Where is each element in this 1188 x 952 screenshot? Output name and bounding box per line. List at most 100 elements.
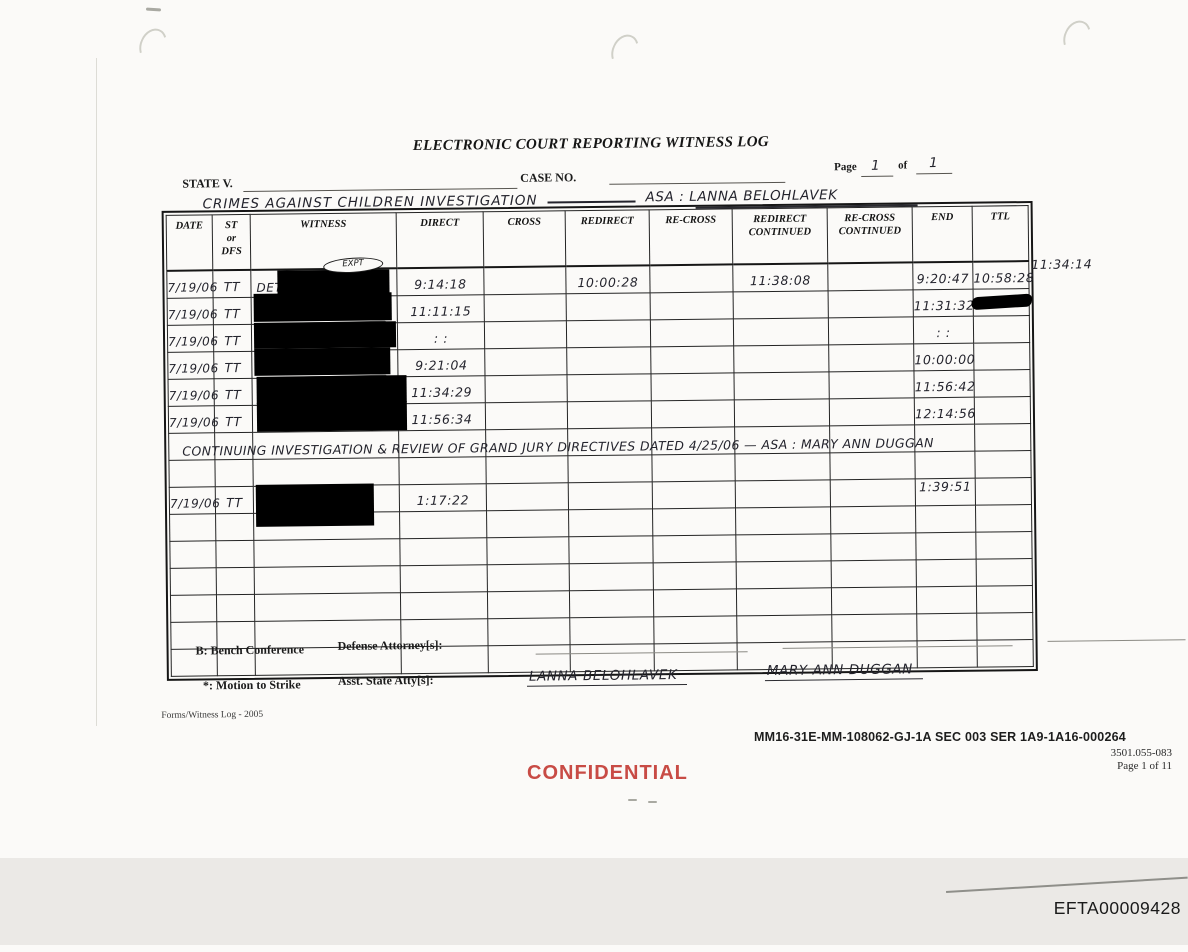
handwritten-time: 10:58:28	[973, 269, 1035, 286]
log-cell-recross_cont	[828, 316, 914, 345]
log-cell-recross_cont	[831, 613, 918, 642]
log-cell-direct	[399, 510, 487, 539]
handwritten-time: 12:14:56	[914, 405, 976, 422]
log-cell-st: TT	[214, 405, 253, 433]
log-cell-recross_cont	[829, 451, 916, 480]
page-label: Page	[834, 161, 857, 174]
log-cell-st: TT	[215, 486, 254, 514]
confidential-stamp: CONFIDENTIAL	[527, 762, 688, 784]
log-cell-date: 7/19/06	[166, 270, 218, 299]
log-cell-witness	[251, 347, 398, 380]
handwritten-time: : :	[936, 324, 951, 341]
form-version: Forms/Witness Log - 2005	[161, 709, 264, 721]
log-cell-recross_cont	[828, 370, 915, 399]
log-cell-end: 9:20:47	[912, 261, 974, 290]
log-cell-redirect_cont	[733, 371, 830, 400]
log-cell-end: 12:14:56	[914, 397, 976, 425]
log-cell-redirect_cont	[734, 452, 831, 481]
log-cell-redirect	[567, 454, 653, 483]
log-cell-end	[916, 559, 977, 587]
log-cell-redirect	[566, 292, 651, 321]
log-cell-redirect	[566, 346, 651, 375]
asst-state-attys-label: Asst. State Atty[s]:	[337, 672, 434, 688]
log-cell-recross	[653, 588, 737, 617]
state-v-label: STATE V.	[182, 176, 233, 191]
log-cell-cross	[484, 320, 567, 349]
log-cell-ttl	[977, 639, 1034, 668]
log-cell-st: TT	[213, 324, 252, 352]
log-cell-recross_cont	[831, 586, 917, 615]
log-cell-direct	[400, 564, 488, 593]
page-edge-line	[96, 58, 97, 726]
log-cell-st: TT	[214, 378, 253, 406]
log-cell-ttl	[976, 558, 1033, 587]
table-header-cell: DATE	[166, 214, 213, 271]
log-cell-recross	[653, 561, 737, 590]
handwritten-time: 7/19/06	[168, 334, 219, 349]
log-cell-redirect	[566, 319, 651, 348]
page-title: ELECTRONIC COURT REPORTING WITNESS LOG	[412, 133, 770, 155]
log-cell-st: TT	[213, 297, 252, 325]
log-cell-end	[914, 451, 976, 479]
log-cell-st	[215, 513, 254, 541]
log-cell-redirect_cont	[733, 344, 829, 373]
doc-number-stamp: 3501.055-083	[1110, 747, 1172, 759]
log-cell-redirect	[568, 481, 653, 510]
handwritten-time: 1:39:51	[918, 478, 972, 495]
handwritten-time: 1:17:22	[416, 492, 470, 509]
handwritten-time: TT	[223, 306, 241, 322]
handwritten-time: 7/19/06	[168, 415, 220, 430]
log-cell-redirect_cont	[735, 506, 831, 535]
log-cell-end	[916, 613, 978, 641]
log-cell-date	[168, 459, 216, 488]
page-total-handwritten: 1	[929, 155, 939, 172]
redaction-box	[254, 347, 391, 376]
log-cell-recross_cont	[831, 559, 917, 588]
log-cell-witness	[252, 457, 400, 487]
log-cell-cross	[484, 293, 567, 322]
redaction-box	[255, 483, 375, 527]
log-cell-date: 7/19/06	[167, 351, 219, 380]
page-total-line	[916, 172, 953, 175]
log-cell-witness	[251, 292, 398, 326]
scribble-redaction	[969, 293, 1034, 311]
log-cell-recross	[652, 534, 737, 563]
log-cell-date	[170, 567, 217, 596]
handwritten-time: TT	[225, 413, 242, 430]
log-cell-date	[169, 540, 217, 569]
log-cell-cross	[486, 536, 570, 565]
redaction-box	[253, 321, 397, 349]
log-cell-direct: 1:17:22	[399, 483, 487, 512]
log-cell-cross	[487, 563, 570, 592]
log-cell-end	[917, 640, 978, 668]
log-cell-ttl	[975, 504, 1032, 533]
handwritten-time: 10:00:28	[577, 274, 639, 291]
log-cell-end	[916, 586, 977, 614]
table-header-cell: END	[912, 206, 973, 263]
log-cell-cross	[485, 455, 569, 484]
log-cell-end: 11:31:32	[913, 289, 975, 317]
log-cell-recross	[651, 453, 736, 482]
log-cell-redirect	[567, 400, 652, 429]
log-cell-redirect	[569, 589, 654, 618]
log-cell-cross	[484, 347, 567, 376]
redaction-box	[256, 375, 407, 404]
log-cell-recross	[653, 615, 738, 644]
log-cell-ttl	[974, 396, 1031, 425]
log-cell-redirect_cont	[735, 479, 831, 508]
log-cell-direct: 9:14:18	[396, 267, 485, 296]
asst-name-2: MARY ANN DUGGAN	[764, 661, 924, 682]
log-cell-recross_cont	[830, 505, 916, 534]
log-cell-direct: : :	[397, 321, 485, 350]
page-number-handwritten: 1	[871, 157, 881, 174]
log-cell-recross	[650, 318, 734, 347]
handwritten-time: 9:20:47	[916, 270, 970, 287]
log-cell-redirect_cont	[733, 290, 829, 319]
bates-stamp: MM16-31E-MM-108062-GJ-1A SEC 003 SER 1A9…	[754, 730, 1126, 744]
log-cell-date: 7/19/06	[167, 324, 219, 353]
log-cell-direct: 9:21:04	[397, 348, 485, 377]
log-cell-date	[169, 513, 216, 542]
motion-strike-label: *: Motion to Strike	[202, 677, 301, 693]
handwritten-time: TT	[223, 279, 241, 295]
